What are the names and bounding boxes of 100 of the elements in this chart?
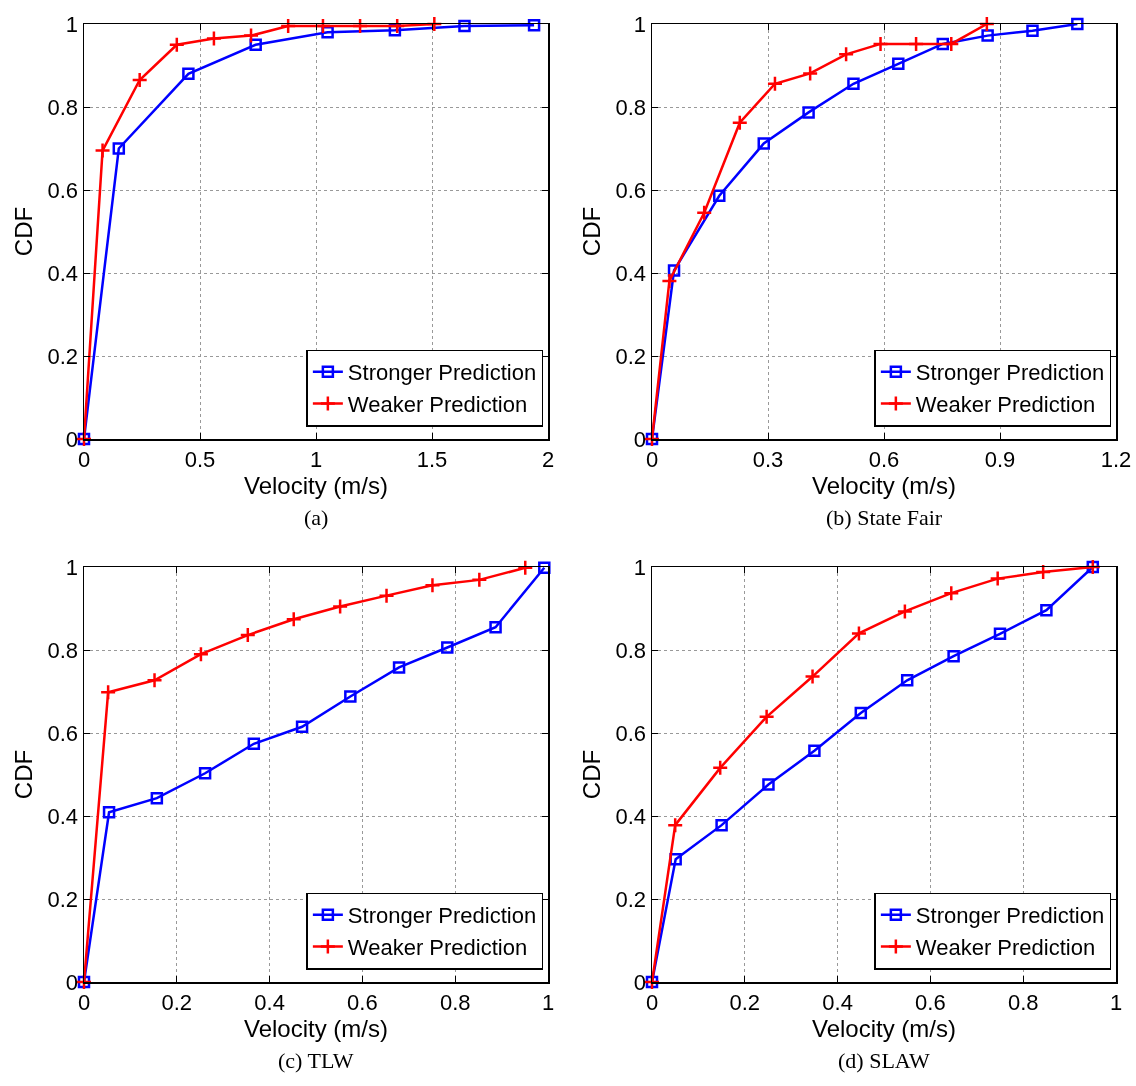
- legend-label: Stronger Prediction: [915, 360, 1105, 386]
- point: [666, 816, 684, 834]
- y-tick-label: 0.8: [47, 637, 79, 663]
- x-axis-title: Velocity (m/s): [243, 471, 389, 499]
- legend-label: Stronger Prediction: [915, 903, 1105, 929]
- point: [426, 15, 443, 33]
- y-axis-title: CDF: [9, 749, 37, 800]
- point: [351, 17, 369, 35]
- y-tick-label: 0.8: [615, 94, 647, 120]
- point: [1026, 24, 1039, 37]
- point: [517, 559, 534, 577]
- text: (b) State Fair: [826, 505, 943, 530]
- x-tick-label: 0.6: [868, 446, 900, 472]
- point: [242, 27, 260, 44]
- point: [943, 35, 960, 53]
- point: [758, 708, 775, 726]
- point: [102, 806, 116, 819]
- point: [731, 114, 749, 132]
- point: [801, 65, 819, 82]
- point: [762, 778, 775, 791]
- legend-label: Stronger Prediction: [347, 360, 537, 386]
- y-tick-label: 0.8: [615, 637, 647, 663]
- point: [907, 35, 925, 53]
- point: [192, 645, 210, 663]
- point: [112, 142, 126, 155]
- point: [331, 598, 349, 615]
- x-tick-label: 0.8: [1007, 989, 1039, 1015]
- point: [1040, 603, 1053, 617]
- point: [285, 611, 302, 628]
- point: [711, 759, 729, 777]
- point: [804, 668, 821, 685]
- legend-label: Weaker Prediction: [915, 392, 1096, 418]
- point: [993, 627, 1007, 641]
- point: [99, 684, 117, 701]
- y-axis-title: CDF: [577, 206, 605, 257]
- point: [295, 720, 309, 734]
- x-tick-label: 0.6: [347, 989, 378, 1015]
- point: [715, 818, 728, 832]
- x-tick-label: 1: [1109, 989, 1123, 1015]
- point: [847, 77, 860, 91]
- x-axis-title: Velocity (m/s): [243, 1014, 389, 1042]
- y-tick-label: 1: [65, 11, 79, 37]
- point: [392, 661, 406, 674]
- y-tick-label: 0.2: [47, 886, 79, 912]
- point: [695, 204, 713, 222]
- point: [947, 649, 960, 663]
- point: [388, 17, 406, 35]
- y-tick-label: 1: [65, 554, 79, 580]
- x-tick-label: 0.4: [254, 989, 285, 1015]
- y-tick-label: 0.4: [47, 803, 79, 829]
- point: [378, 587, 395, 604]
- y-tick-label: 0.2: [615, 886, 647, 912]
- point: [279, 17, 297, 35]
- point: [424, 577, 441, 594]
- x-tick-label: 0.6: [915, 989, 946, 1015]
- point: [808, 744, 821, 758]
- point: [989, 570, 1006, 587]
- y-tick-label: 0.6: [615, 720, 647, 746]
- y-tick-label: 0.4: [47, 260, 79, 286]
- legend-label: Weaker Prediction: [915, 935, 1096, 961]
- x-axis-title: Velocity (m/s): [811, 471, 957, 499]
- legend-label: Stronger Prediction: [347, 903, 537, 929]
- point: [131, 71, 148, 89]
- point: [900, 674, 914, 687]
- x-axis-title: Velocity (m/s): [811, 1014, 957, 1042]
- y-tick-label: 0.6: [47, 177, 79, 203]
- point: [458, 19, 471, 33]
- y-tick-label: 0: [65, 969, 79, 995]
- y-tick-label: 0.2: [47, 343, 79, 369]
- legend-label: Weaker Prediction: [347, 392, 528, 418]
- point: [94, 142, 111, 159]
- x-tick-label: 0.5: [184, 446, 216, 472]
- point: [527, 19, 541, 32]
- y-tick-label: 0: [633, 969, 647, 995]
- point: [981, 29, 994, 42]
- point: [978, 15, 996, 33]
- text: (a): [304, 505, 329, 530]
- point: [247, 737, 261, 751]
- text: (c) TLW: [278, 1048, 354, 1073]
- x-tick-label: 0.9: [984, 446, 1016, 472]
- legend-label: Weaker Prediction: [347, 935, 528, 961]
- y-tick-label: 0.4: [615, 803, 647, 829]
- point: [182, 67, 195, 81]
- x-tick-label: 0.8: [439, 989, 471, 1015]
- y-tick-label: 1: [633, 11, 647, 37]
- text: (d) SLAW: [838, 1048, 930, 1073]
- x-tick-label: 0.3: [752, 446, 784, 472]
- y-tick-label: 0: [633, 426, 647, 452]
- y-tick-label: 1: [633, 554, 647, 580]
- x-tick-label: 1.5: [416, 446, 448, 472]
- point: [1034, 563, 1052, 581]
- x-tick-label: 0.4: [822, 989, 853, 1015]
- point: [538, 561, 551, 575]
- y-tick-label: 0.2: [615, 343, 647, 369]
- x-tick-label: 1: [541, 989, 555, 1015]
- y-tick-label: 0: [65, 426, 79, 452]
- point: [766, 75, 784, 93]
- point: [1071, 17, 1084, 31]
- y-tick-label: 0.6: [615, 177, 647, 203]
- point: [943, 584, 960, 602]
